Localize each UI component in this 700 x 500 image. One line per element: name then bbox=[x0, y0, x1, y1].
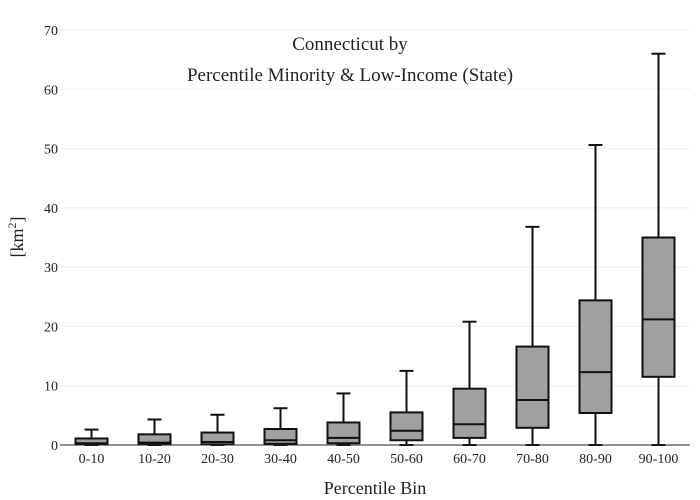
x-tick-label: 70-80 bbox=[516, 452, 549, 467]
x-tick-label: 60-70 bbox=[453, 452, 486, 467]
y-axis-title: [km2] bbox=[5, 217, 27, 258]
box-group bbox=[578, 144, 613, 446]
x-tick-label: 90-100 bbox=[639, 452, 679, 467]
box-group bbox=[74, 428, 109, 446]
box-group bbox=[515, 225, 550, 446]
x-tick-label: 80-90 bbox=[579, 452, 612, 467]
iqr-box bbox=[74, 437, 109, 446]
x-tick-label: 0-10 bbox=[79, 452, 105, 467]
iqr-box bbox=[263, 427, 298, 445]
labels-layer: 0 10 20 30 40 50 60 70 0-10 10-20 20-30 30-40 40-50 5… bbox=[44, 24, 678, 467]
x-tick-label: 10-20 bbox=[138, 452, 171, 467]
y-tick-label: 40 bbox=[44, 202, 58, 217]
y-tick-label: 30 bbox=[44, 261, 58, 276]
y-tick-label: 60 bbox=[44, 83, 58, 98]
y-tick-label: 50 bbox=[44, 143, 58, 158]
box-group bbox=[263, 407, 298, 446]
box-group bbox=[641, 52, 676, 446]
x-tick-label: 20-30 bbox=[201, 452, 234, 467]
box-group bbox=[137, 418, 172, 446]
iqr-box bbox=[515, 345, 550, 429]
grid-layer bbox=[60, 29, 690, 387]
y-tick-label: 70 bbox=[44, 24, 58, 39]
box-group bbox=[389, 369, 424, 446]
y-tick-label: 10 bbox=[44, 380, 58, 395]
y-axis-title-superscript: 2 bbox=[5, 223, 19, 229]
y-axis-title-base: [km bbox=[7, 229, 27, 258]
chart-title-line-1: Connecticut by bbox=[292, 34, 408, 55]
box-group bbox=[326, 392, 361, 446]
iqr-box bbox=[326, 421, 361, 445]
iqr-box bbox=[578, 299, 613, 414]
iqr-box bbox=[389, 411, 424, 442]
chart-title-line-2: Percentile Minority & Low-Income (State) bbox=[187, 65, 513, 86]
y-tick-label: 20 bbox=[44, 320, 58, 335]
box-group bbox=[452, 320, 487, 446]
x-tick-label: 40-50 bbox=[327, 452, 360, 467]
y-axis-title-end: ] bbox=[7, 217, 27, 223]
x-tick-label: 50-60 bbox=[390, 452, 423, 467]
boxes-layer bbox=[74, 52, 676, 446]
iqr-box bbox=[452, 387, 487, 439]
box-group bbox=[200, 413, 235, 446]
x-tick-label: 30-40 bbox=[264, 452, 297, 467]
iqr-box bbox=[137, 433, 172, 446]
iqr-box bbox=[641, 236, 676, 378]
y-tick-label: 0 bbox=[51, 439, 58, 454]
iqr-box bbox=[200, 431, 235, 446]
x-axis-title: Percentile Bin bbox=[324, 478, 426, 498]
